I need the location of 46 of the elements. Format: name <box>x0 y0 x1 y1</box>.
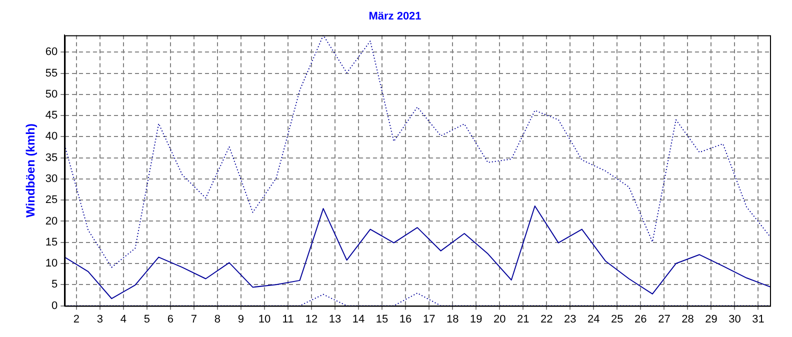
y-tick-label: 15 <box>45 236 58 248</box>
x-tick-label: 2 <box>73 313 80 326</box>
x-tick-label: 22 <box>540 313 553 326</box>
x-tick-label: 18 <box>446 313 459 326</box>
x-tick-label: 11 <box>282 313 294 326</box>
x-tick-label: 5 <box>144 313 150 326</box>
x-tick-label: 12 <box>305 313 318 326</box>
y-tick-label: 45 <box>45 110 58 122</box>
x-tick-label: 23 <box>564 313 576 326</box>
x-tick-label: 27 <box>658 313 670 326</box>
x-tick-label: 29 <box>705 313 718 326</box>
x-tick-label: 19 <box>470 313 482 326</box>
y-tick-label: 50 <box>45 88 58 100</box>
y-tick-label: 35 <box>45 152 58 164</box>
x-tick-label: 20 <box>493 313 506 326</box>
y-tick-label: 20 <box>45 215 58 228</box>
x-tick-label: 28 <box>682 313 694 326</box>
x-tick-label: 4 <box>120 313 126 326</box>
x-tick-label: 8 <box>214 313 221 326</box>
x-tick-label: 10 <box>258 313 271 326</box>
y-tick-label: 55 <box>45 67 58 80</box>
y-tick-label: 30 <box>45 172 58 185</box>
y-tick-label: 40 <box>45 130 58 143</box>
x-tick-label: 6 <box>167 313 174 326</box>
x-tick-label: 13 <box>328 313 342 326</box>
y-tick-label: 5 <box>52 278 58 291</box>
x-tick-label: 25 <box>611 313 624 326</box>
x-tick-label: 7 <box>190 313 198 326</box>
x-tick-label: 9 <box>238 313 244 326</box>
x-tick-label: 17 <box>422 313 436 326</box>
y-tick-label: 10 <box>45 258 58 270</box>
y-tick-label: 25 <box>45 194 58 206</box>
y-tick-label: 0 <box>52 300 58 312</box>
x-tick-label: 24 <box>588 313 600 326</box>
x-tick-label: 30 <box>728 313 741 326</box>
x-tick-label: 21 <box>516 313 530 326</box>
x-tick-label: 3 <box>96 313 103 326</box>
x-tick-label: 16 <box>399 313 412 326</box>
y-tick-label: 60 <box>45 46 58 58</box>
x-tick-label: 14 <box>352 313 365 326</box>
x-tick-label: 26 <box>634 313 647 326</box>
chart-title: März 2021 <box>368 10 422 23</box>
x-tick-label: 31 <box>752 313 764 326</box>
y-axis-title: Windböen (kmh) <box>24 124 38 218</box>
x-tick-label: 15 <box>376 313 388 326</box>
line-series <box>64 35 770 268</box>
